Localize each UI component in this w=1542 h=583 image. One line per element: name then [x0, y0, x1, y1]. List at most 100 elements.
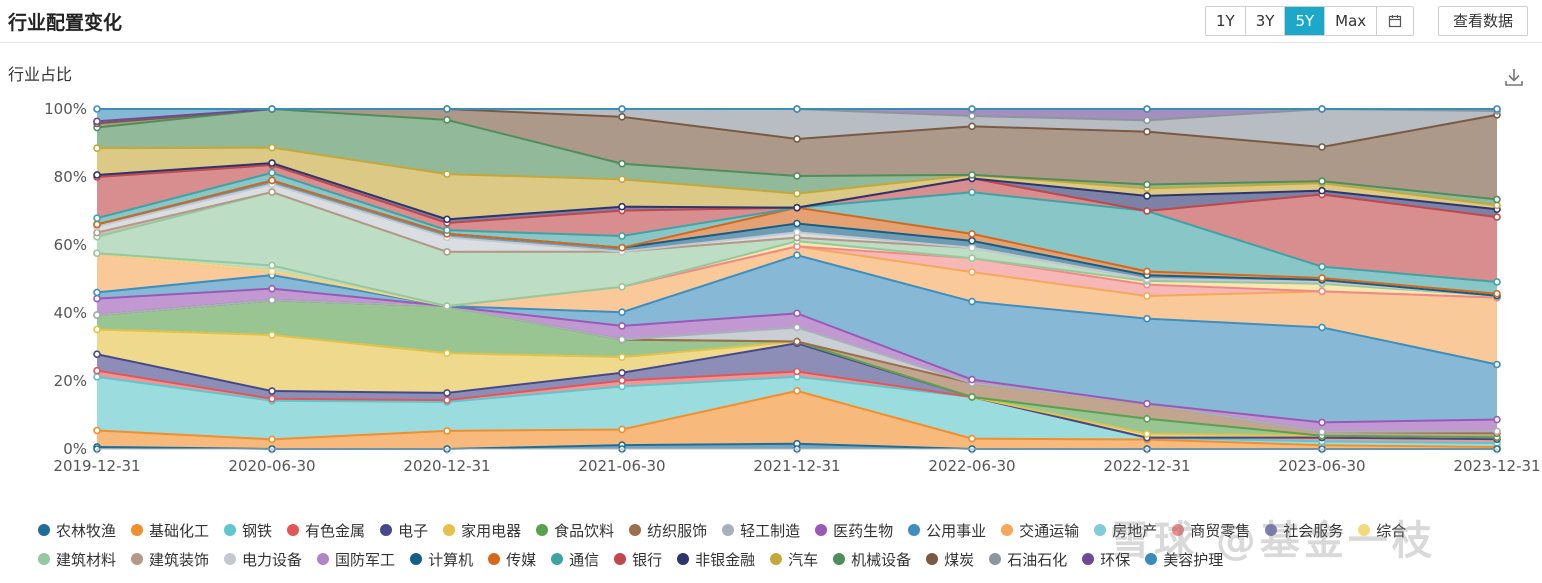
legend-label: 基础化工 — [149, 521, 210, 540]
point-upper-7 — [443, 215, 451, 224]
legend-marker-icon — [38, 524, 50, 536]
legend-marker-icon — [380, 524, 393, 536]
legend-item[interactable]: 建筑装饰 — [131, 549, 209, 570]
range-1y-button[interactable]: 1Y — [1206, 7, 1246, 35]
legend-label: 通信 — [569, 550, 600, 569]
legend-label: 国防军工 — [335, 550, 396, 569]
legend-item[interactable]: 房地产 — [1094, 520, 1157, 541]
point-lower-3 — [618, 376, 626, 385]
legend-item[interactable]: 有色金属 — [287, 520, 365, 541]
range-3y-button[interactable]: 3Y — [1246, 7, 1286, 35]
point-lower-13 — [1318, 287, 1326, 296]
chart-title: 行业占比 — [8, 65, 73, 84]
legend-item[interactable]: 轻工制造 — [722, 520, 800, 541]
range-max-button[interactable]: Max — [1325, 7, 1378, 35]
x-tick-label: 2022-06-30 — [928, 457, 1015, 475]
legend-item[interactable]: 家用电器 — [443, 520, 521, 541]
area-lower-4 — [97, 343, 1497, 440]
legend-marker-icon — [38, 553, 50, 565]
legend-item[interactable]: 计算机 — [410, 549, 473, 570]
point-upper-2 — [968, 243, 976, 252]
point-lower-3 — [93, 366, 101, 375]
legend-item[interactable]: 纺织服饰 — [629, 520, 707, 541]
point-upper-4 — [1493, 289, 1501, 298]
area-upper-11 — [97, 109, 1497, 147]
calendar-button[interactable] — [1377, 7, 1413, 35]
legend-item[interactable]: 食品饮料 — [536, 520, 614, 541]
point-lower-9 — [1493, 415, 1501, 424]
legend-item[interactable]: 电力设备 — [224, 549, 302, 570]
x-tick-label: 2023-06-30 — [1278, 457, 1365, 475]
legend-item[interactable]: 医药生物 — [815, 520, 893, 541]
point-lower-1 — [968, 434, 976, 443]
legend-label: 综合 — [1376, 521, 1407, 540]
y-tick-label: 60% — [54, 236, 87, 254]
view-data-button[interactable]: 查看数据 — [1438, 6, 1529, 36]
legend-item[interactable]: 非银金融 — [677, 549, 755, 570]
legend-item[interactable]: 商贸零售 — [1172, 520, 1250, 541]
point-upper-13 — [268, 105, 276, 113]
point-lower-1 — [793, 387, 801, 395]
legend-item[interactable]: 煤炭 — [926, 549, 974, 570]
legend-item[interactable]: 建筑材料 — [38, 549, 116, 570]
point-upper-13 — [618, 105, 626, 113]
legend-item[interactable]: 交通运输 — [1001, 520, 1079, 541]
legend-item[interactable]: 公用事业 — [908, 520, 986, 541]
point-upper-9 — [793, 172, 801, 180]
legend-marker-icon — [1145, 553, 1158, 565]
legend-item[interactable]: 银行 — [614, 549, 662, 570]
legend-marker-icon — [815, 524, 828, 536]
point-upper-6 — [1493, 213, 1501, 221]
point-upper-8 — [443, 170, 451, 178]
legend-marker-icon — [1094, 524, 1107, 536]
legend-item[interactable]: 环保 — [1082, 549, 1130, 570]
legend-label: 电子 — [398, 521, 429, 540]
point-lower-3 — [443, 396, 451, 404]
range-5y-button[interactable]: 5Y — [1285, 7, 1326, 35]
point-upper-13 — [1318, 105, 1326, 113]
x-tick-label: 2023-12-31 — [1453, 457, 1540, 475]
point-lower-4 — [93, 350, 101, 359]
legend-marker-icon — [614, 553, 627, 565]
legend-item[interactable]: 电子 — [380, 520, 428, 541]
legend-item[interactable]: 国防军工 — [317, 549, 395, 570]
x-tick-label: 2019-12-31 — [53, 457, 140, 475]
legend-item[interactable]: 传媒 — [488, 549, 536, 570]
legend-item[interactable]: 社会服务 — [1265, 520, 1343, 541]
point-lower-6 — [1143, 414, 1151, 423]
point-upper-13 — [793, 105, 801, 113]
legend-item[interactable]: 基础化工 — [131, 520, 209, 541]
point-upper-13 — [93, 105, 101, 113]
point-upper-4 — [1318, 274, 1326, 282]
point-upper-13 — [968, 105, 976, 113]
point-lower-4 — [443, 389, 451, 397]
legend-item[interactable]: 汽车 — [770, 549, 818, 570]
point-lower-3 — [793, 367, 801, 376]
point-upper-8 — [268, 143, 276, 152]
legend-label: 有色金属 — [305, 521, 366, 540]
area-upper-6 — [97, 165, 1497, 282]
legend-item[interactable]: 石油石化 — [989, 549, 1067, 570]
legend-label: 美容护理 — [1163, 550, 1224, 569]
point-upper-7 — [93, 171, 101, 179]
legend-row: 建筑材料 建筑装饰 电力设备 国防军工 计算机 传媒 通信 银行 非银金融 汽车 机械设备 煤炭 石油石… — [38, 549, 1538, 569]
point-lower-1 — [443, 427, 451, 435]
legend-label: 石油石化 — [1007, 550, 1068, 569]
download-button[interactable] — [1503, 66, 1525, 88]
legend-item[interactable]: 综合 — [1358, 520, 1406, 541]
x-tick-label: 2022-12-31 — [1103, 457, 1190, 475]
x-tick-label: 2020-12-31 — [403, 457, 490, 475]
legend-item[interactable]: 钢铁 — [224, 520, 272, 541]
point-upper-1 — [443, 248, 451, 256]
legend-item[interactable]: 美容护理 — [1145, 549, 1223, 570]
legend-item[interactable]: 农林牧渔 — [38, 520, 116, 541]
point-lower-8 — [1493, 427, 1501, 436]
legend-item[interactable]: 机械设备 — [833, 549, 911, 570]
point-lower-7 — [793, 337, 801, 346]
point-lower-9 — [968, 375, 976, 384]
point-lower-2 — [93, 373, 101, 381]
point-lower-9 — [1318, 418, 1326, 427]
point-upper-4 — [93, 220, 101, 229]
point-lower-9 — [793, 309, 801, 318]
legend-item[interactable]: 通信 — [551, 549, 599, 570]
